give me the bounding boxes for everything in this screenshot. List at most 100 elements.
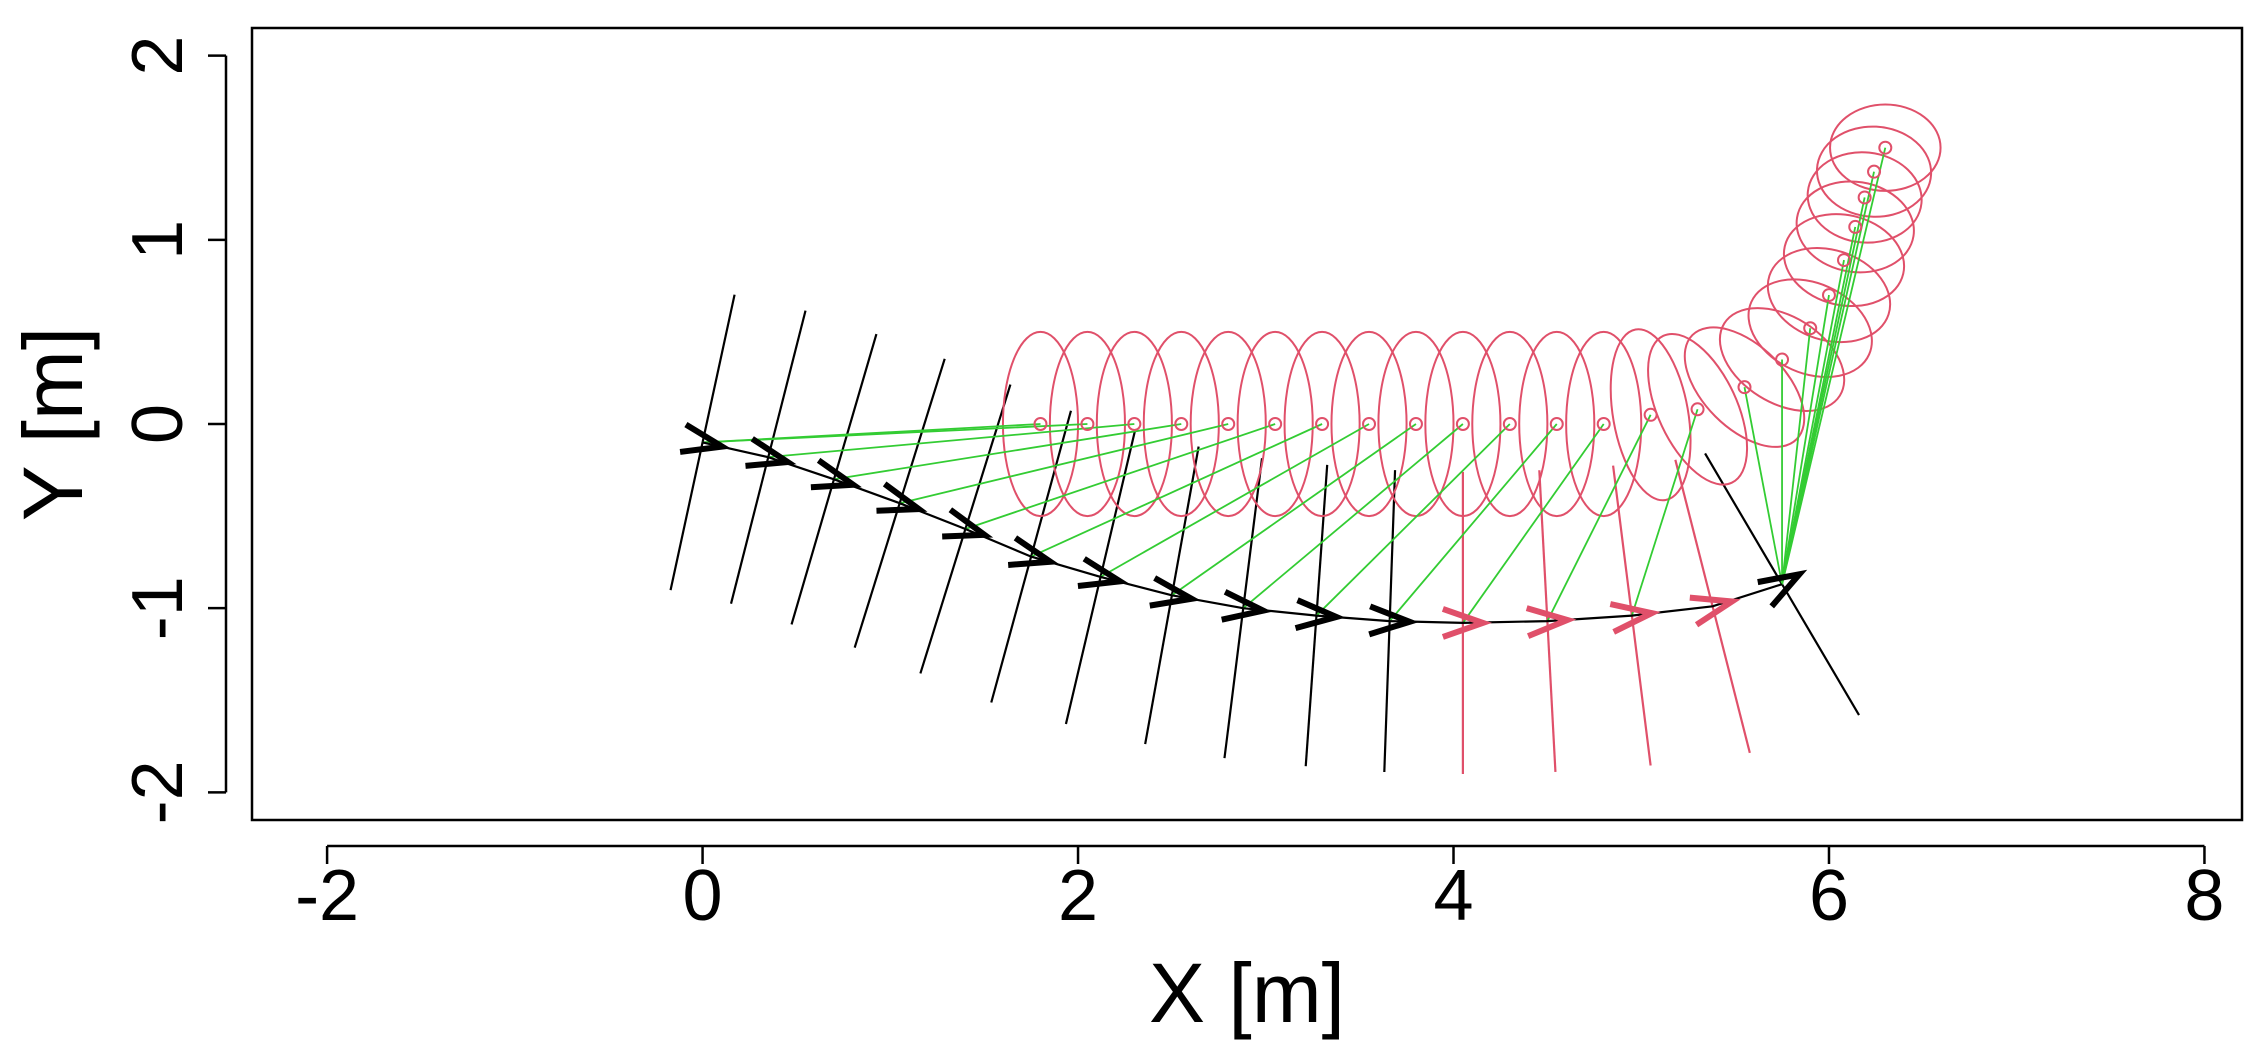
x-tick-label: 8 <box>2184 856 2224 936</box>
landmark-point <box>1737 380 1752 395</box>
landmark-point <box>1848 219 1863 234</box>
landmark-ellipse <box>1283 330 1361 518</box>
y-tick-label: 2 <box>118 36 198 76</box>
x-tick-label: -2 <box>295 856 359 936</box>
pose-marker <box>1689 594 1741 628</box>
observation-link <box>1030 423 1323 558</box>
landmark-point <box>1362 417 1377 431</box>
landmark-ellipse <box>1718 307 1846 412</box>
x-tick-label: 6 <box>1809 856 1849 936</box>
observation-link <box>1743 386 1783 585</box>
pose-marker <box>1149 575 1201 609</box>
pose-marker <box>1221 589 1273 623</box>
observation-link <box>702 423 1088 444</box>
landmark-ellipse <box>1609 328 1692 502</box>
pose-marker <box>745 436 797 469</box>
x-axis-label: X [m] <box>1149 946 1345 1040</box>
pose-marker <box>876 481 928 514</box>
landmark-point <box>1315 417 1330 431</box>
landmark-point <box>1775 352 1790 367</box>
observation-link <box>1631 408 1699 616</box>
observation-links <box>702 147 1887 624</box>
landmark-ellipse <box>1142 330 1220 518</box>
landmark-ellipse <box>1647 332 1749 486</box>
landmark-ellipses <box>1001 103 1942 518</box>
landmark-point <box>1549 417 1564 431</box>
landmark-ellipse <box>1747 278 1873 379</box>
pose-marker <box>1757 569 1808 609</box>
observation-link <box>1315 423 1511 617</box>
landmark-point <box>1803 321 1818 336</box>
observation-link <box>1388 423 1558 622</box>
pose-marker <box>1007 535 1060 568</box>
landmark-point <box>1221 417 1236 431</box>
landmark-ellipse <box>1806 151 1923 244</box>
observation-link <box>1546 414 1652 622</box>
pose-marker <box>1368 603 1419 638</box>
trajectory-path <box>702 441 1783 625</box>
y-tick-label: 0 <box>118 404 198 444</box>
pose-marker <box>810 457 862 491</box>
y-axis: -2 -1 0 1 2 <box>118 36 228 824</box>
landmark-point <box>1268 417 1283 431</box>
landmark-ellipse <box>1815 125 1933 218</box>
landmark-point <box>1174 417 1189 431</box>
pose-marker <box>1441 606 1492 640</box>
landmark-ellipse <box>1471 330 1549 518</box>
observation-link <box>965 423 1276 530</box>
plot-frame <box>250 26 2244 822</box>
landmark-point <box>1408 417 1423 431</box>
landmark-ellipse <box>1095 330 1173 518</box>
observation-link <box>1100 423 1370 578</box>
landmark-ellipse <box>1189 330 1267 518</box>
pose-markers <box>679 422 1808 640</box>
landmark-point <box>1455 417 1470 431</box>
y-axis-label: Y [m] <box>6 327 100 522</box>
landmark-ellipse <box>1330 330 1408 518</box>
y-tick-label: -2 <box>118 760 198 824</box>
pose-marker <box>679 422 732 455</box>
x-tick-label: 0 <box>683 856 723 936</box>
pose-marker <box>1609 601 1661 635</box>
landmark-point <box>1867 164 1882 179</box>
landmark-point <box>1596 417 1611 431</box>
landmark-point <box>1837 253 1851 268</box>
x-tick-label: 2 <box>1058 856 1098 936</box>
landmark-ellipse <box>1766 247 1892 344</box>
landmark-point <box>1080 417 1095 431</box>
pose-marker <box>1525 605 1577 639</box>
observation-link <box>1242 423 1464 609</box>
landmark-ellipse <box>1782 213 1906 308</box>
pose-marker <box>1077 556 1129 589</box>
landmark-point <box>1502 417 1517 431</box>
landmark-point <box>1033 417 1048 431</box>
observation-link <box>1781 171 1875 585</box>
pose-marker <box>1294 597 1346 632</box>
landmark-point <box>1857 190 1872 205</box>
landmark-ellipse <box>1518 330 1596 518</box>
y-tick-label: -1 <box>118 576 198 640</box>
landmark-point <box>1643 407 1658 422</box>
observation-link <box>1171 423 1417 597</box>
observation-link <box>1781 328 1812 585</box>
landmark-point <box>1690 402 1705 417</box>
landmark-point <box>1821 288 1836 303</box>
x-axis: -2 0 2 4 6 8 <box>295 844 2224 936</box>
observation-link <box>1462 423 1605 624</box>
y-tick-label: 1 <box>118 220 198 260</box>
landmark-ellipse <box>1236 330 1314 518</box>
landmark-ellipse <box>1424 330 1502 518</box>
landmark-ellipse <box>1829 103 1942 192</box>
landmark-point <box>1127 417 1142 431</box>
landmark-points <box>1033 140 1893 431</box>
x-tick-label: 4 <box>1433 856 1473 936</box>
observation-link <box>768 423 1135 459</box>
observation-link <box>833 423 1182 481</box>
trajectory-line <box>702 441 1783 625</box>
pose-marker <box>942 507 994 540</box>
landmark-ellipse <box>1565 330 1643 518</box>
landmark-point <box>1878 140 1893 155</box>
observation-link <box>1781 294 1830 585</box>
